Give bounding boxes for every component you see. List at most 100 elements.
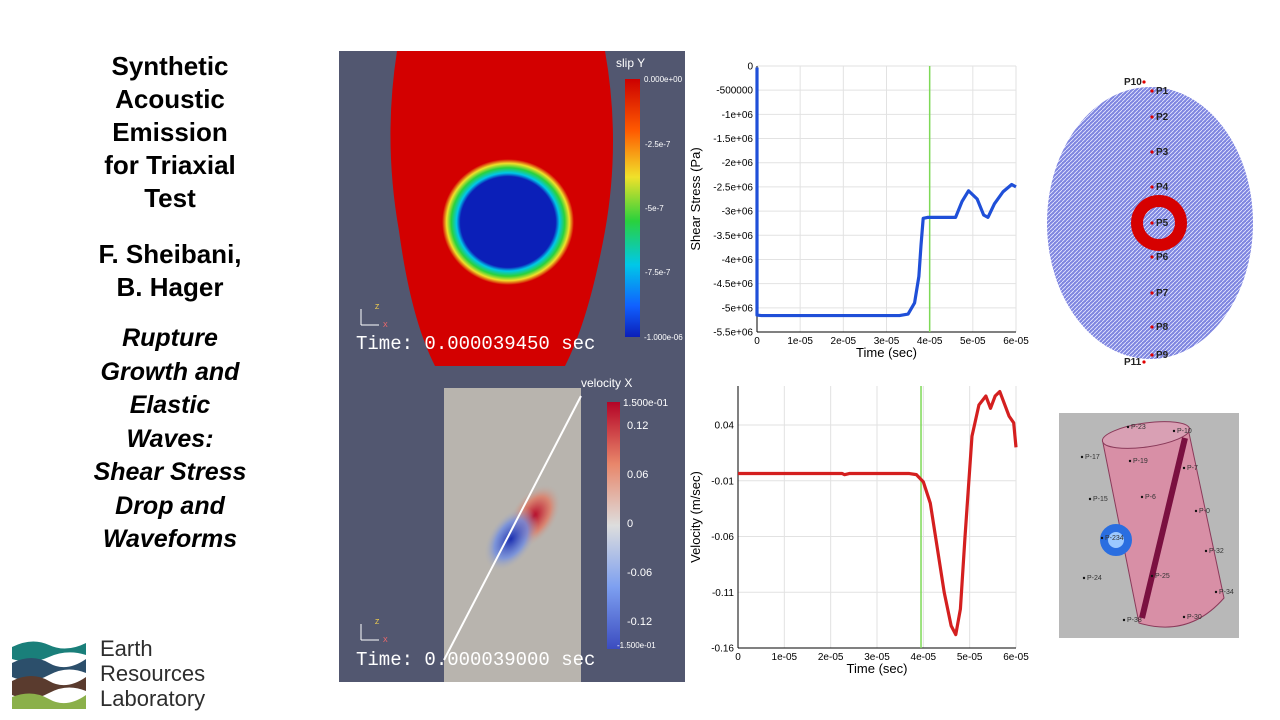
cylinder-label: P-0 — [1199, 508, 1210, 515]
specimen-mesh — [1047, 87, 1253, 359]
series-line — [738, 389, 1018, 637]
source-ring-icon — [1100, 524, 1132, 556]
svg-text:Z: Z — [375, 304, 380, 311]
cylinder-point — [1140, 495, 1144, 499]
y-tick-label: -5e+06 — [722, 303, 754, 314]
x-axis-title: Time (sec) — [856, 345, 917, 360]
sensor-point — [1150, 89, 1154, 93]
subtitle-line: Rupture — [122, 324, 218, 352]
title-line: for Triaxial — [104, 150, 236, 180]
y-tick-label: -0.01 — [711, 476, 734, 487]
sensor-label: P1 — [1156, 86, 1169, 97]
sensor-label: P7 — [1156, 288, 1169, 299]
svg-text:X: X — [383, 322, 388, 329]
slide-authors: F. Sheibani, B. Hager — [70, 238, 270, 304]
x-tick-label: 4e-05 — [911, 652, 937, 663]
y-axis-title: Velocity (m/sec) — [688, 471, 703, 563]
cylinder-label: P-25 — [1155, 573, 1170, 580]
cylinder-point — [1182, 615, 1186, 619]
author-line: B. Hager — [116, 272, 224, 302]
subtitle-line: Shear Stress — [93, 458, 247, 486]
cylinder-point — [1182, 466, 1186, 470]
velocity-tick: 0.06 — [627, 469, 649, 481]
subtitle-line: Waveforms — [102, 525, 238, 553]
title-line: Emission — [112, 117, 228, 147]
slip-time-label: Time: 0.000039450 sec — [356, 333, 596, 355]
y-axis-title: Shear Stress (Pa) — [688, 147, 703, 250]
slip-tick: -5e-7 — [645, 204, 664, 213]
cylinder-label: P-32 — [1209, 548, 1224, 555]
y-tick-label: -0.06 — [711, 532, 734, 543]
sensor-label: P3 — [1156, 147, 1169, 158]
logo-line-2: Resources — [100, 661, 206, 686]
x-tick-label: 3e-05 — [864, 652, 890, 663]
x-tick-label: 4e-05 — [917, 336, 943, 347]
cylinder-point — [1172, 429, 1176, 433]
logo-text: Earth Resources Laboratory — [100, 636, 205, 711]
slide-title: Synthetic Acoustic Emission for Triaxial Tes… — [70, 50, 270, 215]
title-line: Test — [144, 183, 196, 213]
x-tick-label: 5e-05 — [960, 336, 986, 347]
y-tick-label: -500000 — [716, 86, 753, 97]
slip-y-panel: Z X slip Y 0.000e+00 -2.5e-7 -5e-7 -7.5e… — [339, 51, 685, 366]
cylinder-point — [1100, 536, 1104, 540]
x-tick-label: 2e-05 — [818, 652, 844, 663]
cylinder-label: P-34 — [1219, 589, 1234, 596]
y-tick-label: -0.16 — [711, 644, 734, 655]
y-tick-label: -4.5e+06 — [713, 279, 753, 290]
subtitle-line: Growth and — [100, 357, 240, 386]
y-tick-label: 0 — [747, 62, 753, 73]
slip-colorbar-title: slip Y — [616, 56, 646, 70]
cylinder-label: P-30 — [1187, 614, 1202, 621]
y-tick-label: -3e+06 — [722, 207, 754, 218]
subtitle-line: Drop and — [115, 491, 225, 520]
cylinder-point — [1128, 459, 1132, 463]
rupture-patch — [442, 159, 574, 285]
x-tick-label: 1e-05 — [772, 652, 798, 663]
cylinder-point — [1126, 425, 1130, 429]
cylinder-point — [1214, 590, 1218, 594]
cylinder-label: P-38 — [1127, 617, 1142, 624]
svg-text:X: X — [383, 637, 388, 644]
sensor-point — [1150, 185, 1154, 189]
sensor-label: P6 — [1156, 252, 1169, 263]
slip-tick: -2.5e-7 — [645, 140, 671, 149]
y-tick-label: 0.04 — [715, 421, 735, 432]
subtitle-line: Waves: — [126, 424, 214, 453]
y-tick-label: -0.11 — [712, 588, 734, 599]
cylinder-label: P-10 — [1177, 428, 1192, 435]
velocity-tick: 0.12 — [627, 420, 649, 432]
velocity-x-panel: Z X velocity X 1.500e-01 0.12 0.06 0 -0.… — [339, 366, 685, 682]
cylinder-label: P-6 — [1145, 494, 1156, 501]
velocity-tick: 0 — [627, 518, 634, 530]
svg-text:Z: Z — [375, 619, 380, 626]
sensor-label: P2 — [1156, 112, 1169, 123]
y-tick-label: -5.5e+06 — [713, 328, 753, 339]
slip-tick: -7.5e-7 — [645, 268, 671, 277]
sensor-label: P4 — [1156, 182, 1169, 193]
sensor-label: P5 — [1156, 218, 1169, 229]
cylinder-label: P-19 — [1133, 458, 1148, 465]
sensor-label: P11 — [1124, 357, 1142, 368]
logo-line-3: Laboratory — [100, 686, 206, 711]
y-tick-label: -4e+06 — [722, 255, 754, 266]
cylinder-label: P-7 — [1187, 465, 1198, 472]
sensor-point — [1150, 325, 1154, 329]
sensor-point — [1150, 291, 1154, 295]
cylinder-point — [1204, 549, 1208, 553]
cylinder-point — [1082, 576, 1086, 580]
sensor-point — [1142, 80, 1146, 84]
cylinder-label: P-17 — [1085, 454, 1100, 461]
logo-line-1: Earth — [100, 636, 153, 661]
fault-plane — [1139, 437, 1188, 619]
x-tick-label: 1e-05 — [787, 336, 813, 347]
cylinder-specimen-panel: P-23 P-10 P-17 P-19 P-7 P-15 P-6 P-0 P-234 P-32 P-… — [1059, 413, 1239, 638]
sensor-label: P9 — [1156, 350, 1169, 361]
cylinder-point — [1150, 574, 1154, 578]
series-line — [755, 67, 1017, 318]
x-tick-label: 6e-05 — [1003, 336, 1029, 347]
cylinder-label: P-23 — [1131, 424, 1146, 431]
x-tick-label: 0 — [735, 652, 741, 663]
cylinder-point — [1088, 497, 1092, 501]
negative-lobe — [483, 506, 539, 572]
